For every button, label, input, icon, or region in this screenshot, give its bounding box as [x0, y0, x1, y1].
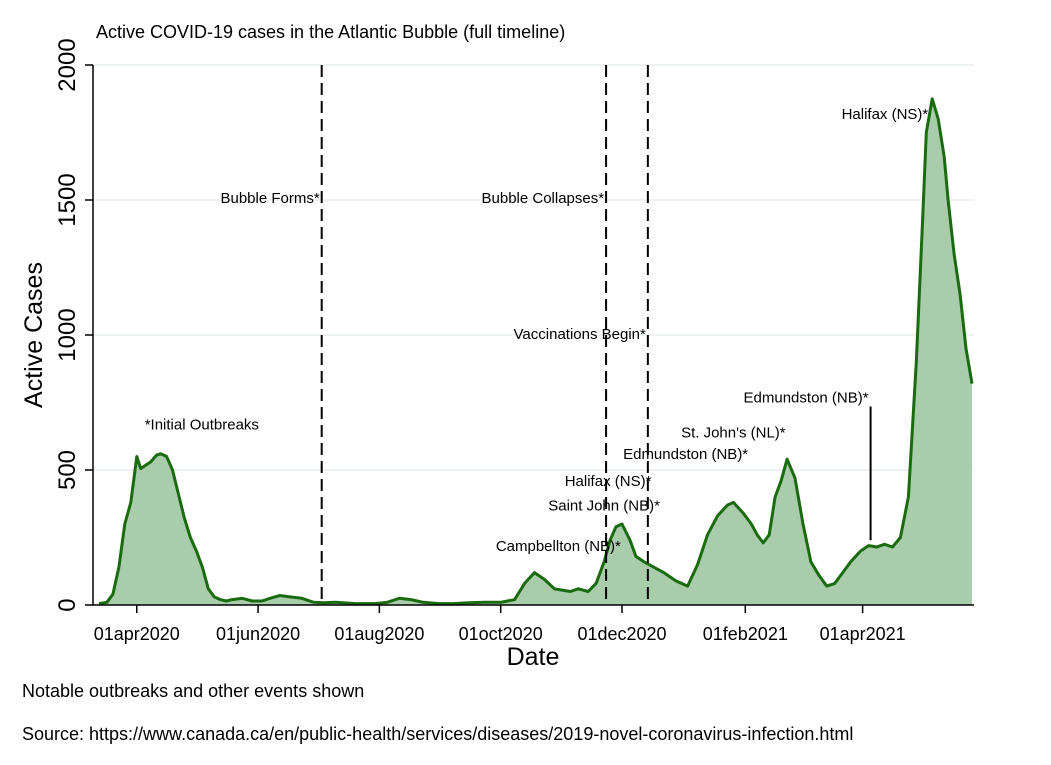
annotation-label: Edmundston (NB)* [623, 446, 748, 463]
chart-title: Active COVID-19 cases in the Atlantic Bu… [96, 22, 565, 42]
y-axis-label: Active Cases [20, 262, 48, 408]
x-tick-label: 01apr2020 [94, 624, 180, 644]
x-tick-label: 01dec2020 [577, 624, 666, 644]
event-label: Vaccinations Begin* [514, 326, 646, 343]
annotation-label: Saint John (NB)* [548, 498, 660, 515]
annotation-label: Campbellton (NB)* [496, 538, 621, 555]
y-tick-label: 2000 [54, 38, 81, 91]
y-tick-label: 500 [54, 450, 81, 490]
annotation-label: Halifax (NS)* [565, 473, 652, 490]
event-layer: Bubble Forms* Bubble Collapses* Vaccinatio… [220, 65, 649, 605]
event-label: Bubble Forms* [220, 190, 319, 207]
annotation-label: St. John's (NL)* [681, 425, 786, 442]
x-tick-label: 01jun2020 [216, 624, 300, 644]
x-axis-label: Date [507, 643, 560, 671]
annot-layer: *Initial Outbreaks Campbellton (NB)* Saint… [145, 106, 929, 555]
series-line [98, 97, 974, 606]
area-layer [98, 97, 974, 606]
axis-layer: 0 500 1000 1500 2000 01apr2020 01jun2020 01aug2… [54, 38, 974, 644]
annotation-label: Edmundston (NB)* [744, 390, 869, 407]
y-tick-label: 1500 [54, 173, 81, 226]
area-fill [99, 98, 972, 606]
y-tick-label: 1000 [54, 308, 81, 361]
grid-layer [93, 64, 974, 471]
y-tick-label: 0 [54, 598, 81, 611]
x-tick-label: 01feb2021 [703, 624, 788, 644]
note-text: Notable outbreaks and other events shown [22, 681, 364, 701]
source-text: Source: https://www.canada.ca/en/public-… [22, 724, 853, 744]
x-tick-label: 01apr2021 [820, 624, 906, 644]
event-label: Bubble Collapses* [482, 190, 605, 207]
annotation-label: Halifax (NS)* [842, 106, 929, 123]
annotation-label: *Initial Outbreaks [145, 417, 259, 434]
x-tick-label: 01oct2020 [459, 624, 543, 644]
x-tick-label: 01aug2020 [334, 624, 424, 644]
